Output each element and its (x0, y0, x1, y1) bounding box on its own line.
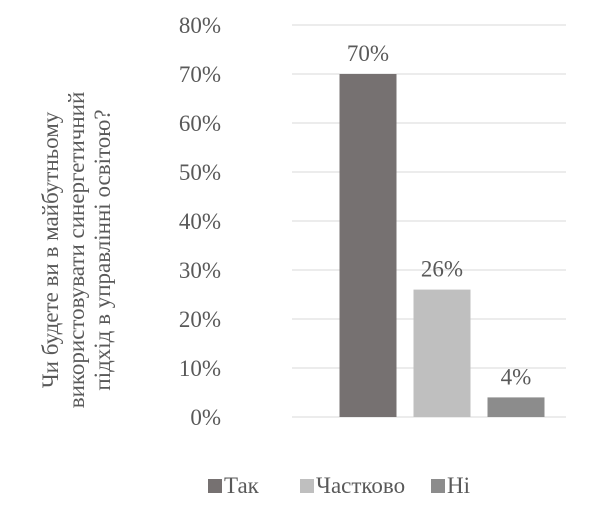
bar-1 (339, 74, 397, 417)
y-axis-tick-labels: 0% 10% 20% 30% 40% 50% 60% 70% 80% (179, 13, 221, 430)
legend-swatch-1 (208, 479, 222, 493)
legend: Так Частково Ні (208, 473, 470, 498)
data-label-1: 70% (347, 41, 389, 66)
bar-3 (487, 397, 545, 417)
y-tick-label: 30% (179, 258, 221, 283)
y-axis-title-line: Чи будете ви в майбутньому (38, 111, 63, 388)
legend-label-3: Ні (447, 473, 470, 498)
legend-swatch-2 (300, 479, 314, 493)
y-tick-label: 50% (179, 160, 221, 185)
y-tick-label: 0% (190, 405, 221, 430)
data-label-3: 4% (501, 364, 532, 389)
legend-label-1: Так (224, 473, 260, 498)
legend-swatch-3 (431, 479, 445, 493)
y-axis-title-line: використовувати синергетичний (64, 92, 89, 409)
y-tick-label: 20% (179, 307, 221, 332)
data-labels: 70% 26% 4% (347, 41, 531, 389)
data-label-2: 26% (421, 257, 463, 282)
y-axis-title-line: підхід в управлінні освітою? (90, 109, 115, 390)
y-axis-title: Чи будете ви в майбутньомувикористовуват… (38, 92, 115, 409)
y-tick-label: 60% (179, 111, 221, 136)
y-tick-label: 70% (179, 62, 221, 87)
bars (339, 74, 545, 417)
legend-label-2: Частково (316, 473, 405, 498)
bar-2 (413, 289, 471, 417)
y-tick-label: 10% (179, 356, 221, 381)
y-tick-label: 80% (179, 13, 221, 38)
y-tick-label: 40% (179, 209, 221, 234)
